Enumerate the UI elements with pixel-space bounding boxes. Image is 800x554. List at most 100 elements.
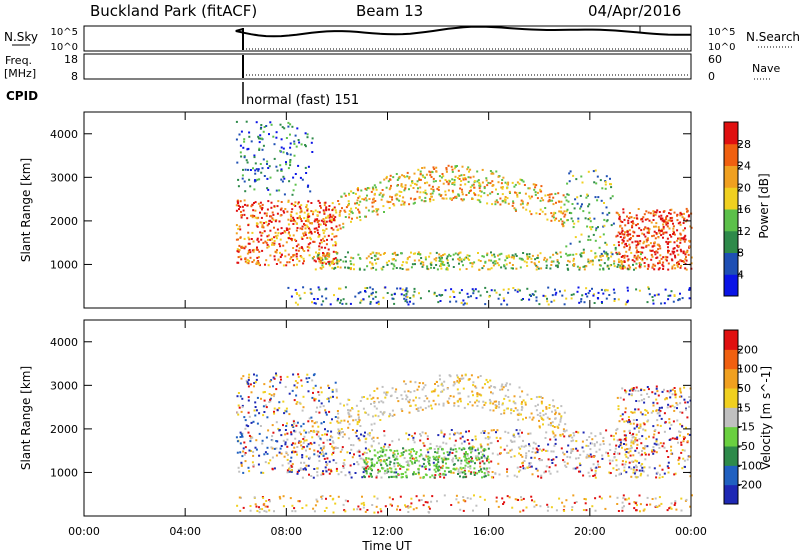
- echo-cell: [410, 461, 413, 464]
- echo-cell: [556, 266, 559, 269]
- echo-cell: [434, 451, 437, 454]
- echo-cell: [357, 413, 360, 416]
- echo-cell: [309, 236, 312, 239]
- echo-cell: [253, 215, 256, 218]
- echo-cell: [639, 423, 642, 426]
- echo-cell: [237, 392, 240, 394]
- echo-cell: [390, 475, 393, 478]
- echo-cell: [560, 415, 563, 418]
- echo-cell: [435, 465, 438, 468]
- echo-cell: [501, 402, 504, 405]
- echo-cell: [418, 178, 421, 181]
- echo-cell: [440, 255, 443, 257]
- echo-cell: [257, 256, 260, 259]
- echo-cell: [324, 222, 327, 225]
- echo-cell: [340, 431, 343, 434]
- colorbar-segment: [724, 122, 738, 145]
- echo-cell: [428, 170, 431, 173]
- echo-cell: [482, 265, 485, 267]
- echo-cell: [638, 400, 641, 403]
- echo-cell: [423, 444, 426, 447]
- colorbar-tick-label: -200: [737, 479, 762, 492]
- echo-cell: [379, 419, 382, 421]
- echo-cell: [518, 191, 521, 194]
- echo-cell: [566, 462, 569, 465]
- echo-cell: [322, 405, 325, 408]
- echo-cell: [565, 499, 568, 502]
- echo-cell: [526, 253, 528, 256]
- echo-cell: [458, 432, 461, 435]
- echo-cell: [443, 456, 446, 459]
- echo-cell: [570, 448, 573, 451]
- echo-cell: [538, 425, 541, 428]
- echo-cell: [383, 430, 386, 433]
- echo-cell: [402, 466, 405, 468]
- echo-cell: [370, 257, 373, 259]
- echo-cell: [661, 468, 664, 471]
- echo-cell: [588, 289, 591, 292]
- echo-cell: [508, 190, 511, 193]
- echo-cell: [237, 185, 240, 188]
- echo-cell: [593, 181, 596, 184]
- echo-cell: [313, 373, 316, 376]
- echo-cell: [313, 259, 316, 262]
- echo-cell: [620, 442, 623, 445]
- echo-cell: [295, 424, 298, 427]
- echo-cell: [655, 409, 658, 412]
- echo-cell: [239, 200, 242, 203]
- echo-cell: [300, 440, 302, 443]
- echo-cell: [294, 442, 297, 445]
- echo-cell: [309, 222, 312, 225]
- echo-cell: [354, 472, 357, 474]
- echo-cell: [530, 195, 533, 198]
- echo-cell: [424, 432, 427, 435]
- echo-cell: [595, 229, 597, 232]
- echo-cell: [269, 229, 272, 232]
- echo-cell: [662, 256, 665, 259]
- echo-cell: [237, 227, 240, 230]
- echo-cell: [266, 452, 269, 455]
- echo-cell: [538, 458, 541, 460]
- echo-cell: [566, 193, 569, 196]
- echo-cell: [338, 211, 341, 214]
- echo-cell: [617, 231, 620, 234]
- echo-cell: [476, 404, 479, 407]
- echo-cell: [310, 202, 313, 204]
- echo-cell: [624, 463, 627, 466]
- echo-cell: [261, 232, 264, 234]
- nsky-tick-high: 10^5: [51, 27, 78, 38]
- echo-cell: [533, 456, 536, 459]
- echo-cell: [490, 172, 493, 175]
- echo-cell: [512, 267, 514, 270]
- echo-cell: [464, 456, 467, 459]
- echo-cell: [235, 224, 238, 227]
- echo-cell: [565, 429, 568, 432]
- echo-cell: [263, 411, 266, 413]
- echo-cell: [663, 388, 665, 391]
- echo-cell: [363, 396, 365, 398]
- echo-cell: [519, 203, 522, 206]
- echo-cell: [243, 199, 246, 202]
- echo-cell: [428, 459, 431, 462]
- echo-cell: [459, 466, 462, 469]
- echo-cell: [383, 391, 386, 394]
- echo-cell: [654, 237, 657, 240]
- echo-cell: [319, 405, 322, 408]
- echo-cell: [376, 397, 379, 400]
- echo-cell: [546, 258, 549, 261]
- echo-cell: [616, 439, 619, 442]
- echo-cell: [468, 258, 471, 261]
- echo-cell: [257, 463, 260, 466]
- echo-cell: [390, 449, 393, 452]
- echo-cell: [302, 422, 305, 425]
- echo-cell: [682, 251, 685, 253]
- echo-cell: [429, 252, 432, 255]
- echo-cell: [625, 250, 628, 253]
- echo-cell: [580, 255, 583, 258]
- colorbar-segment: [724, 230, 738, 253]
- echo-cell: [290, 215, 293, 218]
- echo-cell: [395, 475, 398, 478]
- echo-cell: [292, 176, 295, 179]
- echo-cell: [283, 127, 286, 130]
